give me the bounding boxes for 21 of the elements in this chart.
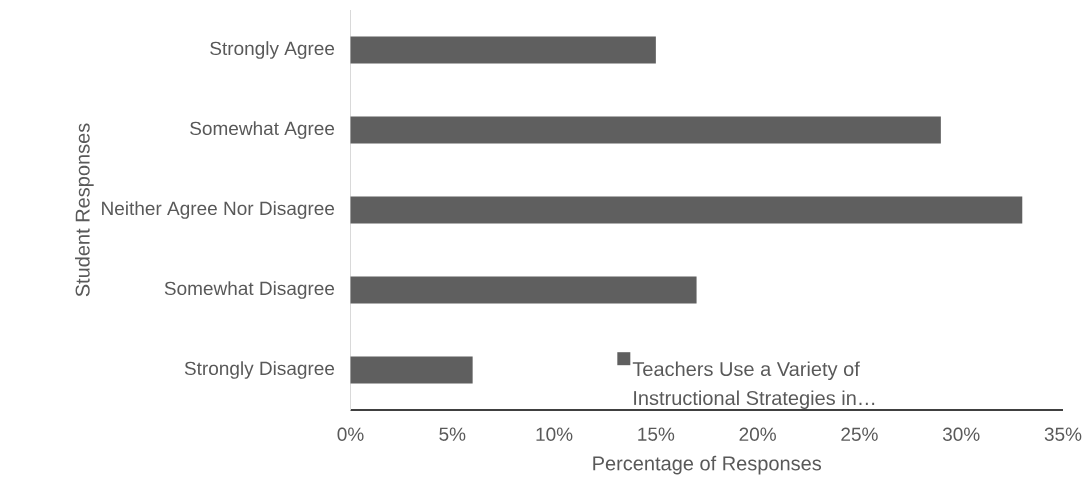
x-tick-label: 15% xyxy=(638,427,675,441)
y-tick-label: Neither Agree Nor Disagree xyxy=(102,201,335,219)
bar xyxy=(350,196,1023,224)
y-tick-label: Somewhat Agree xyxy=(190,121,335,139)
x-tick-label: 10% xyxy=(536,427,573,441)
bar xyxy=(350,356,473,384)
bar xyxy=(350,116,941,144)
y-axis-title: Student Responses xyxy=(75,123,94,297)
x-tick-label: 5% xyxy=(439,427,466,441)
x-tick-label: 30% xyxy=(942,427,980,441)
x-tick-label: 35% xyxy=(1044,427,1082,441)
bar xyxy=(350,36,656,64)
y-tick-label: Somewhat Disagree xyxy=(164,281,335,299)
x-axis-title: Percentage of Responses xyxy=(593,455,822,475)
y-tick-label: Strongly Disagree xyxy=(184,361,335,379)
y-tick-label: Strongly Agree xyxy=(210,41,335,59)
x-tick-label: 25% xyxy=(841,427,878,441)
x-tick-label: 0% xyxy=(337,427,364,441)
x-tick-label: 20% xyxy=(739,427,776,441)
bar xyxy=(350,276,697,304)
legend-label: Teachers Use a Variety of Instructional Strategies in… xyxy=(632,361,875,410)
